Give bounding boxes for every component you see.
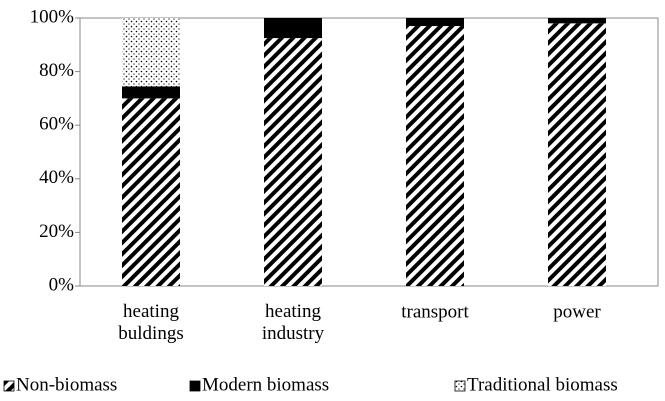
x-tick-label-line: buldings — [118, 323, 183, 344]
bar-segment — [122, 98, 180, 287]
bar-segment — [548, 18, 606, 24]
y-tick-label: 20% — [39, 221, 74, 242]
y-tick-label: 40% — [39, 167, 74, 188]
legend-label: Traditional biomass — [467, 374, 618, 395]
legend-swatch — [189, 380, 201, 392]
bar-segment — [122, 18, 180, 87]
legend-swatch — [454, 380, 466, 392]
bar-segment — [264, 18, 322, 39]
legend-label: Modern biomass — [202, 374, 329, 395]
y-tick-label: 80% — [39, 60, 74, 81]
x-tick-label: transport — [401, 301, 469, 322]
plot-frame — [79, 17, 659, 287]
x-tick-label-line: heating — [265, 301, 321, 322]
y-tick-label: 0% — [49, 274, 75, 295]
bar-segment — [406, 26, 464, 286]
bar-segment — [406, 18, 464, 27]
bar-segment — [122, 86, 180, 99]
x-tick-label: heating buldings — [118, 301, 183, 344]
bar-segment — [264, 38, 322, 286]
legend-swatch — [3, 380, 15, 392]
y-tick-label: 100% — [30, 6, 75, 27]
legend-label: Non-biomass — [16, 374, 117, 395]
x-tick-label-line: industry — [262, 323, 325, 344]
x-tick-label: heating industry — [262, 301, 325, 344]
bar-segment — [548, 23, 606, 287]
y-tick-label: 60% — [39, 114, 74, 135]
x-tick-label: power — [553, 301, 601, 322]
x-tick-label-line: heating — [123, 301, 179, 322]
